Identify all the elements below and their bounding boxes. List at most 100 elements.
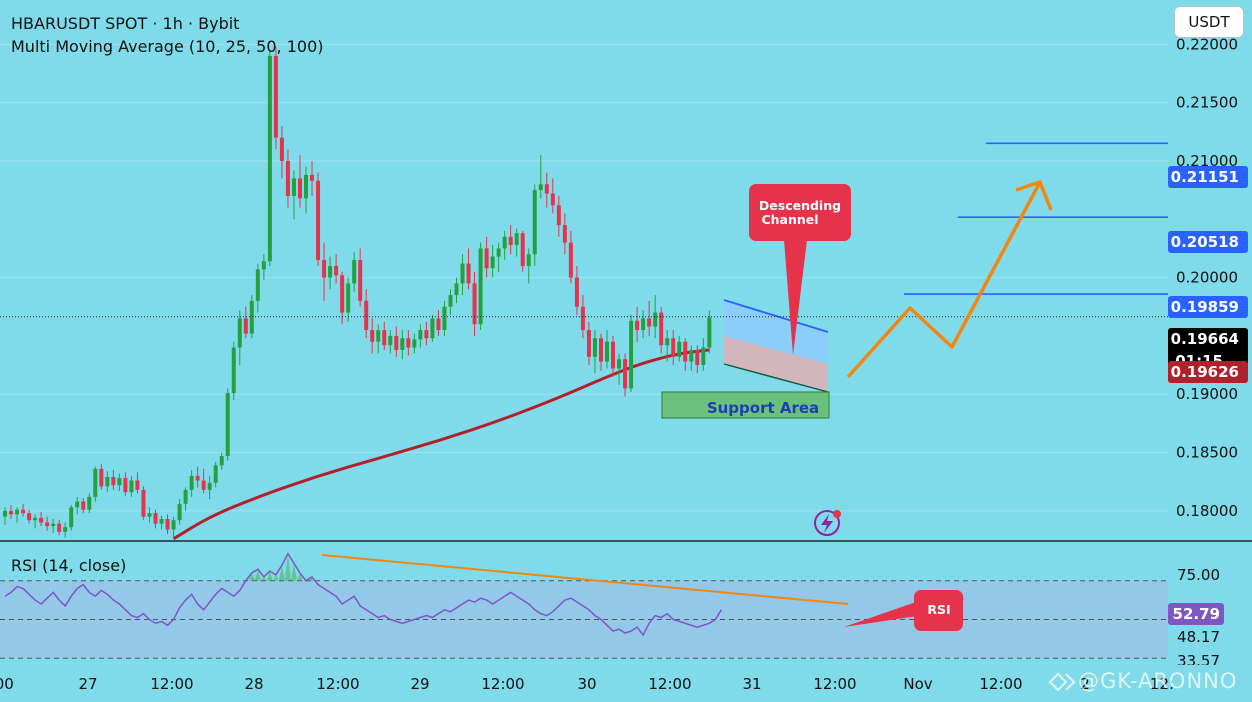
candle: [177, 499, 182, 525]
candle-body: [171, 520, 176, 530]
candle: [592, 330, 597, 374]
candle: [328, 256, 333, 290]
candle-body: [87, 496, 92, 510]
candle-body: [671, 338, 676, 357]
candle: [514, 228, 519, 257]
candle: [665, 330, 670, 362]
candle: [310, 160, 315, 196]
descending-channel-callout[interactable]: Descending Channel: [749, 184, 851, 355]
candle-body: [635, 320, 640, 331]
lightning-alert-icon[interactable]: [814, 510, 841, 536]
candle-body: [538, 184, 543, 191]
rsi-callout-pointer: [844, 602, 918, 627]
candle-body: [201, 480, 206, 490]
candle: [231, 341, 236, 401]
time-axis[interactable]: 2:00 27 12:00 28 12:00 29 12:00 30 12:00 31 12:00 N…: [0, 665, 1252, 702]
price-tick-label: 0.20000: [1176, 269, 1238, 287]
candle: [183, 487, 188, 511]
time-axis-label: 12:00: [813, 675, 856, 693]
candle-body: [490, 256, 495, 269]
chart-symbol-title[interactable]: HBARUSDT SPOT · 1h · Bybit: [11, 14, 240, 33]
candle-body: [502, 236, 507, 249]
price-axis-panel[interactable]: [1168, 0, 1252, 540]
candle: [659, 306, 664, 354]
candle: [63, 522, 68, 538]
support-area-zone[interactable]: [661, 391, 830, 419]
projection-line: [846, 181, 1042, 379]
candle-body: [165, 519, 170, 530]
candle-body: [562, 225, 567, 243]
currency-button[interactable]: USDT: [1174, 6, 1244, 38]
candle: [647, 300, 652, 336]
candle: [340, 271, 345, 325]
candle: [213, 461, 218, 488]
rsi-callout[interactable]: RSI: [844, 590, 963, 631]
channel-lower-zone: [724, 336, 828, 392]
descending-channel-drawing[interactable]: [723, 299, 829, 393]
candle-body: [340, 275, 345, 313]
price-tag-entry: [1168, 296, 1248, 318]
candle: [707, 310, 712, 354]
channel-upper-line: [723, 299, 829, 333]
candle-body: [683, 341, 688, 362]
candle-body: [418, 330, 423, 340]
candle: [442, 300, 447, 336]
rsi-trendline: [321, 554, 849, 605]
time-axis-label: Nov: [903, 675, 932, 693]
candle-body: [135, 480, 140, 490]
candle: [358, 248, 363, 307]
candle-body: [617, 359, 622, 369]
moving-average-line: [172, 348, 710, 541]
candle: [273, 46, 278, 150]
candle: [526, 248, 531, 284]
candle: [388, 330, 393, 354]
candle-body: [237, 318, 242, 348]
price-tag-target-1: [1168, 231, 1248, 253]
price-tick-label: 0.18500: [1176, 444, 1238, 462]
candle-body: [147, 513, 152, 517]
candle-body: [707, 317, 712, 348]
price-tag-target-2: [1168, 166, 1248, 188]
candle: [376, 324, 381, 354]
candle: [159, 515, 164, 530]
candle-body: [689, 349, 694, 362]
candle-body: [605, 341, 609, 362]
candle-body: [273, 55, 278, 138]
candle-body: [213, 465, 218, 483]
rsi-title[interactable]: RSI (14, close): [11, 556, 126, 575]
candle: [225, 388, 230, 461]
projection-path[interactable]: [846, 180, 1053, 379]
candle: [147, 507, 152, 523]
candle-body: [574, 277, 579, 307]
candle: [297, 155, 302, 208]
candle-body: [472, 283, 477, 325]
callout-text-line-2: Channel: [761, 212, 818, 227]
candle: [629, 314, 634, 392]
indicator-legend[interactable]: Multi Moving Average (10, 25, 50, 100): [11, 37, 324, 56]
candle-body: [51, 523, 56, 527]
callout-pointer: [784, 240, 807, 355]
candle-body: [123, 478, 128, 493]
candle-body: [328, 265, 333, 278]
price-tick-label: 0.22000: [1176, 35, 1238, 53]
candle-body: [647, 318, 652, 327]
watermark: @GK-ARONNO: [1048, 669, 1236, 693]
time-axis-label: 29: [410, 675, 429, 693]
time-axis-label: 2:00: [0, 675, 14, 693]
candle: [544, 172, 549, 208]
candle-body: [207, 482, 212, 490]
rsi-tick-label: 48.17: [1177, 628, 1220, 646]
candle: [701, 338, 706, 371]
candle-body: [219, 456, 224, 466]
time-axis-label: 2: [1080, 675, 1090, 693]
candle: [195, 466, 200, 488]
candle: [57, 520, 62, 536]
candle: [105, 471, 110, 493]
price-tick-label: 0.21500: [1176, 94, 1238, 112]
candle-body: [21, 509, 26, 514]
rsi-callout-label: RSI: [927, 602, 950, 617]
candle: [436, 310, 441, 336]
candle-body: [75, 501, 80, 508]
time-axis-label: 12:00: [648, 675, 691, 693]
